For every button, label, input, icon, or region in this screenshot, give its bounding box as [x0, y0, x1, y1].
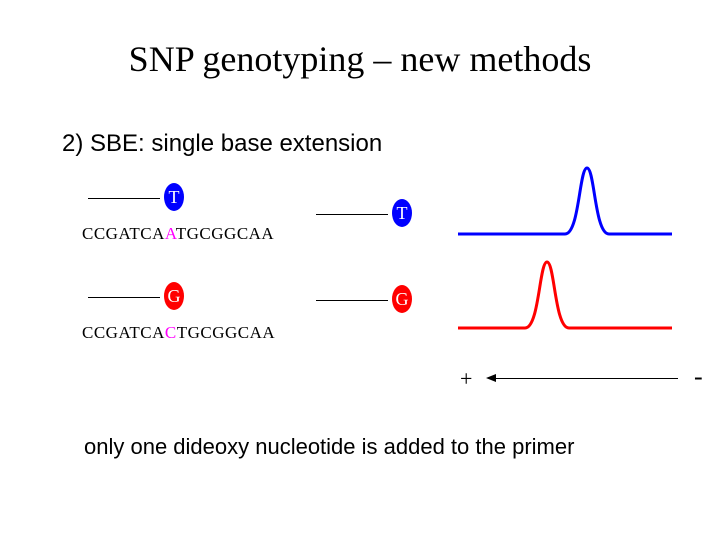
- axis-line: [496, 378, 678, 379]
- base-oval-label: T: [397, 204, 408, 222]
- base-oval-label: G: [168, 287, 181, 305]
- slide: SNP genotyping – new methods 2) SBE: sin…: [0, 0, 720, 540]
- axis-minus-label: -: [694, 362, 703, 392]
- base-oval-label: G: [396, 290, 409, 308]
- peak-path: [458, 168, 672, 234]
- base-oval-t-2: T: [392, 199, 412, 227]
- primer-line-mid-g: [316, 300, 388, 301]
- base-oval-g-1: G: [164, 282, 184, 310]
- base-oval-g-2: G: [392, 285, 412, 313]
- sequence-1: CCGATCAATGCGGCAA: [82, 224, 274, 244]
- axis-arrow-icon: [486, 374, 496, 382]
- slide-title: SNP genotyping – new methods: [0, 38, 720, 80]
- axis-plus-label: +: [460, 366, 472, 392]
- sequence-2: CCGATCACTGCGGCAA: [82, 323, 275, 343]
- peak-path: [458, 262, 672, 328]
- primer-line-1: [88, 198, 160, 199]
- bottom-note: only one dideoxy nucleotide is added to …: [84, 434, 574, 460]
- primer-line-2: [88, 297, 160, 298]
- primer-line-mid-t: [316, 214, 388, 215]
- electropherogram: [452, 160, 678, 350]
- base-oval-t-1: T: [164, 183, 184, 211]
- slide-subtitle: 2) SBE: single base extension: [62, 130, 382, 158]
- base-oval-label: T: [169, 188, 180, 206]
